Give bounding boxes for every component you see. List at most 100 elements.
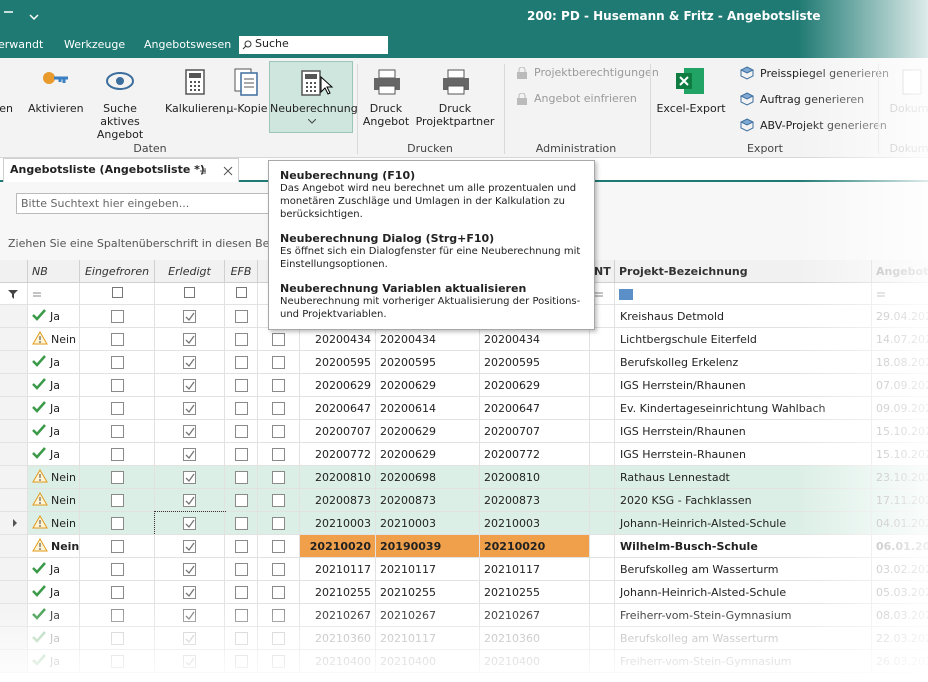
checkbox[interactable] bbox=[183, 494, 196, 507]
checkbox[interactable] bbox=[183, 356, 196, 369]
nb-text: Ja bbox=[50, 425, 60, 438]
checkbox[interactable] bbox=[272, 655, 285, 668]
checkbox[interactable] bbox=[234, 632, 248, 645]
checkbox[interactable] bbox=[110, 448, 124, 461]
checkbox[interactable] bbox=[183, 655, 196, 668]
grid-cell: Ev. Kindertageseinrichtung Wahlbach bbox=[615, 397, 872, 420]
grid-cell bbox=[155, 466, 225, 489]
grid-cell bbox=[258, 374, 300, 397]
checkbox[interactable] bbox=[183, 379, 196, 392]
grid-cell: 20210117 bbox=[376, 627, 480, 650]
grid-cell: Kreishaus Detmold bbox=[615, 305, 872, 328]
nb-text: Ja bbox=[50, 379, 60, 392]
grid-cell bbox=[590, 581, 615, 604]
grid-cell bbox=[590, 558, 615, 581]
checkbox[interactable] bbox=[272, 425, 285, 438]
grid-cell: IGS Herrstein-Rhaunen bbox=[615, 443, 872, 466]
checkbox[interactable] bbox=[110, 517, 124, 530]
checkbox[interactable] bbox=[272, 494, 285, 507]
checkbox[interactable] bbox=[110, 333, 124, 346]
checkbox[interactable] bbox=[183, 586, 196, 599]
grid-cell: 20200629 bbox=[376, 443, 480, 466]
checkbox[interactable] bbox=[183, 310, 196, 323]
checkbox[interactable] bbox=[234, 402, 248, 415]
grid-cell: 14.07.202 bbox=[872, 328, 928, 351]
checkbox[interactable] bbox=[272, 379, 285, 392]
checkbox[interactable] bbox=[234, 586, 248, 599]
checkbox[interactable] bbox=[234, 310, 248, 323]
grid-cell: Lichtbergschule Eiterfeld bbox=[615, 328, 872, 351]
checkbox[interactable] bbox=[272, 609, 285, 622]
checkbox[interactable] bbox=[110, 356, 124, 369]
checkbox[interactable] bbox=[183, 563, 196, 576]
grid-cell bbox=[590, 466, 615, 489]
checkbox[interactable] bbox=[234, 494, 248, 507]
checkbox[interactable] bbox=[272, 356, 285, 369]
checkbox[interactable] bbox=[272, 448, 285, 461]
checkbox[interactable] bbox=[110, 655, 124, 668]
checkbox[interactable] bbox=[183, 402, 196, 415]
checkbox[interactable] bbox=[183, 448, 196, 461]
checkbox[interactable] bbox=[272, 333, 285, 346]
grid-cell bbox=[258, 512, 300, 535]
checkbox[interactable] bbox=[183, 609, 196, 622]
checkbox[interactable] bbox=[234, 379, 248, 392]
checkbox[interactable] bbox=[234, 517, 248, 530]
checkbox[interactable] bbox=[272, 471, 285, 484]
grid-cell: 26.03.202 bbox=[872, 650, 928, 673]
checkbox[interactable] bbox=[183, 333, 196, 346]
grid-cell: 20200707 bbox=[480, 420, 590, 443]
checkbox[interactable] bbox=[110, 379, 124, 392]
grid-cell bbox=[225, 558, 258, 581]
checkbox[interactable] bbox=[110, 310, 124, 323]
grid-cell bbox=[0, 650, 28, 673]
checkbox[interactable] bbox=[234, 609, 248, 622]
tooltip-text: Das Angebot wird neu berechnet um alle p… bbox=[280, 183, 577, 220]
checkbox[interactable] bbox=[234, 356, 248, 369]
checkbox[interactable] bbox=[234, 540, 248, 553]
checkbox[interactable] bbox=[234, 563, 248, 576]
grid-cell: 09.09.202 bbox=[872, 397, 928, 420]
checkbox[interactable] bbox=[272, 402, 285, 415]
checkbox[interactable] bbox=[110, 425, 124, 438]
grid-cell bbox=[225, 489, 258, 512]
checkbox[interactable] bbox=[110, 402, 124, 415]
checkbox[interactable] bbox=[110, 563, 124, 576]
nb-text: Ja bbox=[50, 563, 60, 576]
grid-cell bbox=[155, 397, 225, 420]
checkbox[interactable] bbox=[183, 425, 196, 438]
checkbox[interactable] bbox=[234, 471, 248, 484]
checkbox[interactable] bbox=[110, 609, 124, 622]
checkbox[interactable] bbox=[234, 425, 248, 438]
grid-cell: 20200629 bbox=[376, 420, 480, 443]
checkbox[interactable] bbox=[272, 540, 285, 553]
checkbox[interactable] bbox=[110, 586, 124, 599]
grid-cell: 20210117 bbox=[300, 558, 376, 581]
grid-cell bbox=[0, 489, 28, 512]
checkbox[interactable] bbox=[183, 517, 196, 530]
grid-cell: 20200647 bbox=[300, 397, 376, 420]
checkbox[interactable] bbox=[272, 632, 285, 645]
checkbox[interactable] bbox=[272, 586, 285, 599]
checkbox[interactable] bbox=[110, 632, 124, 645]
grid-cell bbox=[80, 627, 155, 650]
checkbox[interactable] bbox=[272, 517, 285, 530]
grid-cell: 20210255 bbox=[480, 581, 590, 604]
checkbox[interactable] bbox=[110, 494, 124, 507]
checkbox[interactable] bbox=[110, 471, 124, 484]
checkbox[interactable] bbox=[183, 471, 196, 484]
checkbox[interactable] bbox=[234, 655, 248, 668]
grid-cell bbox=[0, 420, 28, 443]
grid-cell: 20210400 bbox=[480, 650, 590, 673]
tooltip-title: Neuberechnung Dialog (Strg+F10) bbox=[280, 232, 495, 245]
checkbox[interactable] bbox=[183, 540, 196, 553]
checkbox[interactable] bbox=[183, 632, 196, 645]
grid-cell bbox=[155, 351, 225, 374]
checkbox[interactable] bbox=[110, 540, 124, 553]
nb-text: Nein bbox=[51, 333, 77, 346]
checkbox[interactable] bbox=[272, 563, 285, 576]
nb-text: Nein bbox=[51, 517, 77, 530]
grid-cell: Nein bbox=[28, 535, 80, 558]
checkbox[interactable] bbox=[234, 333, 248, 346]
checkbox[interactable] bbox=[234, 448, 248, 461]
